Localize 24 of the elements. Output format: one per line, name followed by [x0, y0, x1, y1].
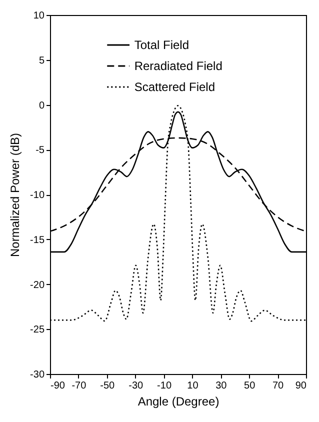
x-tick-label: -10 [157, 380, 172, 392]
x-tick-label: -50 [100, 380, 116, 392]
x-tick-label: -90 [50, 380, 66, 392]
y-tick-label: -15 [30, 234, 45, 246]
legend-label: Scattered Field [134, 80, 216, 94]
x-tick-label: 10 [187, 380, 199, 392]
y-tick-label: -20 [30, 280, 45, 291]
x-tick-label: 90 [295, 380, 307, 392]
y-tick-label: -10 [30, 190, 45, 201]
y-tick-label: -5 [36, 145, 45, 156]
y-axis-title: Normalized Power (dB) [8, 132, 22, 258]
y-tick-label: -25 [30, 324, 45, 336]
x-tick-label: 50 [244, 380, 256, 392]
y-tick-label: -30 [30, 370, 45, 380]
y-tick-label: 0 [38, 100, 45, 112]
x-axis-title: Angle (Degree) [138, 394, 220, 408]
y-tick-label: 5 [38, 55, 45, 66]
x-tick-label: 30 [216, 380, 228, 392]
x-tick-label: 70 [272, 380, 284, 392]
x-tick-label: -70 [72, 380, 87, 392]
x-tick-label: -30 [128, 380, 144, 392]
legend-label: Total Field [134, 38, 190, 52]
legend-label: Reradiated Field [134, 59, 222, 73]
y-tick-label: 10 [33, 10, 45, 22]
